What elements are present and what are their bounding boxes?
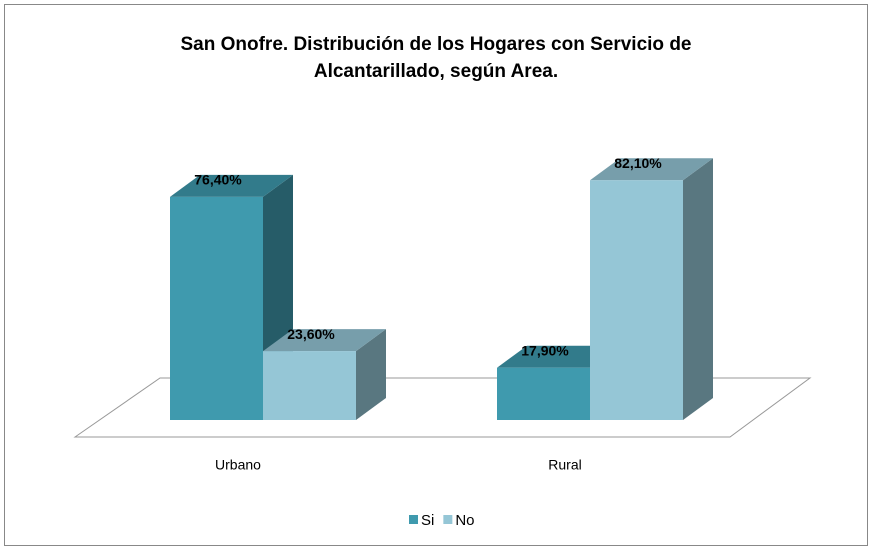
bar-side — [356, 329, 386, 420]
legend-swatch — [409, 515, 418, 524]
x-tick-label: Rural — [548, 457, 581, 473]
bar-top — [497, 345, 620, 368]
data-label: 23,60% — [287, 326, 335, 342]
chart-title: Alcantarillado, según Area. — [314, 61, 558, 82]
legend-swatch — [443, 515, 453, 524]
data-label: 76,40% — [194, 172, 242, 188]
data-label: 82,10% — [614, 155, 662, 171]
bar — [590, 180, 683, 420]
legend-label: No — [455, 512, 474, 529]
bar — [170, 196, 263, 420]
bar — [497, 367, 590, 420]
bar-top — [170, 174, 293, 197]
x-tick-label: Urbano — [215, 457, 261, 473]
bar-top — [263, 329, 386, 352]
chart-border — [4, 4, 868, 546]
bar-top — [590, 158, 713, 181]
bar-side — [683, 158, 713, 420]
data-label: 17,90% — [521, 342, 569, 358]
legend-label: Si — [421, 512, 434, 529]
bar — [263, 351, 356, 420]
chart-title: San Onofre. Distribución de los Hogares … — [180, 34, 691, 55]
